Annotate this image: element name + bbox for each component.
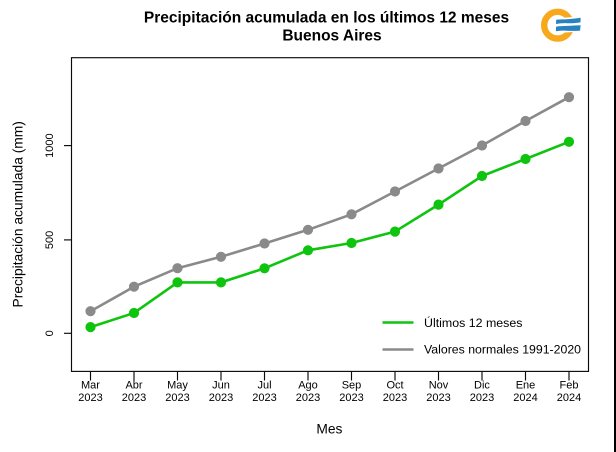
svg-text:Buenos Aires: Buenos Aires [282,28,381,45]
svg-text:Valores normales 1991-2020: Valores normales 1991-2020 [424,343,581,357]
svg-text:2023: 2023 [122,392,146,404]
svg-text:Jun: Jun [212,380,230,392]
svg-text:2023: 2023 [383,392,407,404]
svg-text:Ago: Ago [298,380,318,392]
svg-text:2023: 2023 [426,392,450,404]
svg-text:2023: 2023 [78,392,102,404]
svg-text:1000: 1000 [44,133,56,157]
svg-text:Precipitación acumulada en los: Precipitación acumulada en los últimos 1… [144,9,509,26]
svg-text:2023: 2023 [209,392,233,404]
svg-text:2024: 2024 [557,392,581,404]
svg-text:Mes: Mes [316,422,342,437]
svg-text:Abr: Abr [125,380,142,392]
svg-text:Nov: Nov [429,380,449,392]
svg-text:2023: 2023 [165,392,189,404]
svg-text:500: 500 [44,231,56,249]
svg-text:Oct: Oct [386,380,403,392]
svg-text:Mar: Mar [81,380,100,392]
svg-text:Feb: Feb [560,380,579,392]
svg-text:2024: 2024 [513,392,537,404]
svg-text:2023: 2023 [252,392,276,404]
svg-text:2023: 2023 [470,392,494,404]
svg-text:Sep: Sep [342,380,362,392]
svg-text:2023: 2023 [339,392,363,404]
svg-text:2023: 2023 [296,392,320,404]
svg-text:Precipitación acumulada (mm): Precipitación acumulada (mm) [11,121,26,307]
svg-text:Últimos 12 meses: Últimos 12 meses [424,315,522,330]
svg-text:Ene: Ene [516,380,536,392]
svg-text:May: May [167,380,188,392]
svg-text:Jul: Jul [257,380,271,392]
svg-text:Dic: Dic [474,380,490,392]
svg-text:0: 0 [44,330,56,336]
